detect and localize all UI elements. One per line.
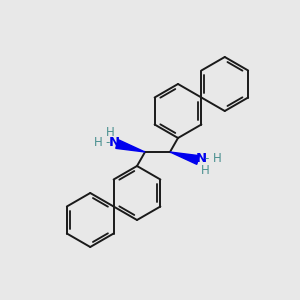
Polygon shape <box>116 140 145 152</box>
Text: H: H <box>94 136 103 149</box>
Text: H: H <box>213 152 222 166</box>
Polygon shape <box>170 152 199 164</box>
Text: H: H <box>106 127 114 140</box>
Text: N: N <box>108 136 120 149</box>
Text: N: N <box>195 152 207 166</box>
Text: H: H <box>201 164 209 176</box>
Text: -: - <box>205 152 209 166</box>
Text: -: - <box>106 136 110 149</box>
